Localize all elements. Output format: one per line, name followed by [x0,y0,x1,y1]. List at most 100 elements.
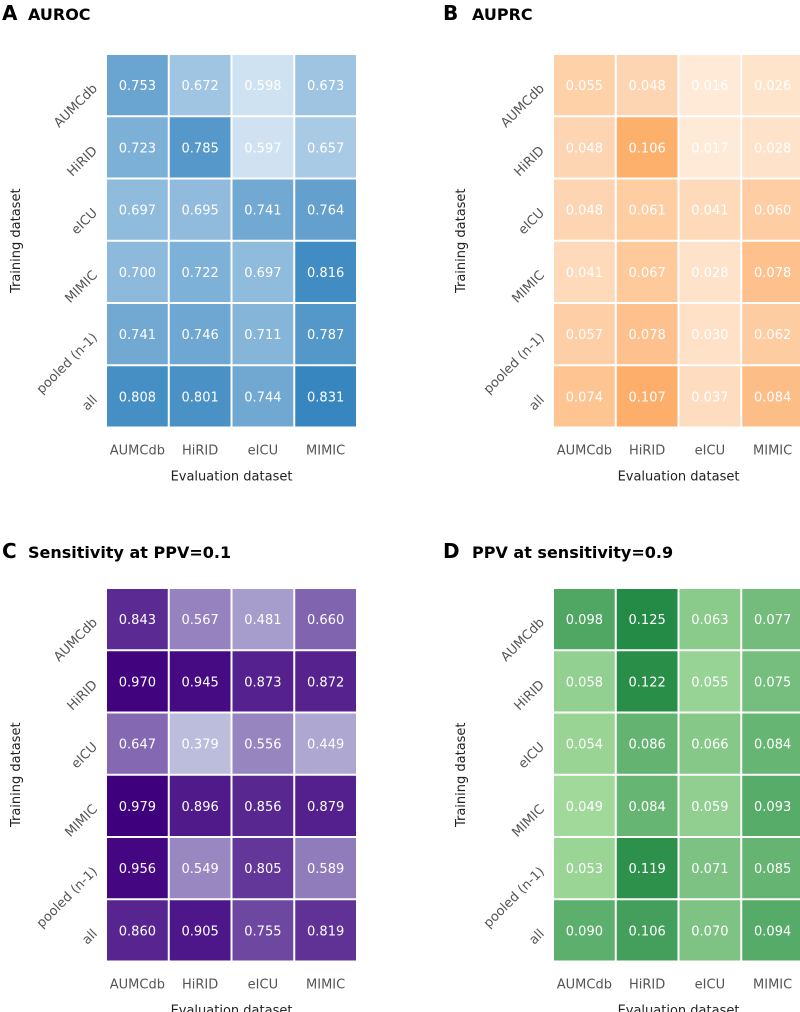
heatmap-cell [232,838,294,899]
cell-value-label: 0.549 [182,862,219,877]
cell-value-label: 0.084 [754,390,791,405]
heatmap-cell [679,900,741,961]
cell-value-label: 0.700 [119,266,156,281]
heatmap-cell [554,775,615,836]
y-axis-label: Training dataset [9,722,24,828]
panel-d-title: PPV at sensitivity=0.9 [472,543,673,562]
heatmap-cell [742,838,800,899]
cell-value-label: 0.060 [754,204,791,219]
cell-value-label: 0.379 [182,738,219,753]
heatmap-cell [107,55,168,116]
x-tick-label: MIMIC [306,444,345,459]
y-axis-label: Training dataset [9,188,24,294]
x-axis-label: Evaluation dataset [618,470,740,485]
heatmap-cell [554,304,615,365]
heatmap-cell [232,589,294,650]
x-axis-label: Evaluation dataset [618,1004,740,1012]
cell-value-label: 0.125 [629,613,666,628]
cell-value-label: 0.037 [691,390,728,405]
heatmap-cell [295,117,356,178]
heatmap-cell [554,713,615,774]
cell-value-label: 0.896 [182,800,219,815]
heatmap-cell [295,838,356,899]
heatmap-cell [232,117,294,178]
cell-value-label: 0.808 [119,390,156,405]
cell-value-label: 0.556 [244,738,281,753]
heatmap-cell [554,55,615,116]
cell-value-label: 0.016 [691,79,728,94]
panel-d-letter: D [443,539,460,563]
heatmap-cell [295,55,356,116]
cell-value-label: 0.860 [119,924,156,939]
x-tick-label: MIMIC [753,444,792,459]
panel-b-letter: B [443,1,458,25]
cell-value-label: 0.028 [754,141,791,156]
cell-value-label: 0.066 [691,738,728,753]
cell-value-label: 0.085 [754,862,791,877]
cell-value-label: 0.063 [691,613,728,628]
panel-b-title: AUPRC [472,5,533,24]
heatmap-cell [107,589,168,650]
heatmap-cell [679,651,741,712]
cell-value-label: 0.122 [629,675,666,690]
heatmap-cell [554,117,615,178]
cell-value-label: 0.945 [182,675,219,690]
heatmap-cell [616,651,678,712]
cell-value-label: 0.074 [566,390,603,405]
heatmap-cell [742,589,800,650]
heatmap-cell [679,179,741,240]
cell-value-label: 0.094 [754,924,791,939]
cell-value-label: 0.597 [244,141,281,156]
heatmap-cell [295,713,356,774]
x-tick-label: MIMIC [306,978,345,993]
heatmap-cell [232,55,294,116]
heatmap-cell [742,713,800,774]
heatmap-cell [232,304,294,365]
heatmap-cell [295,304,356,365]
heatmap-cell [616,775,678,836]
x-tick-label: AUMCdb [110,444,165,459]
cell-value-label: 0.053 [566,862,603,877]
cell-value-label: 0.805 [244,862,281,877]
heatmap-cell [742,304,800,365]
heatmap-cell [169,55,231,116]
cell-value-label: 0.657 [307,141,344,156]
heatmap-cell [295,179,356,240]
x-tick-label: AUMCdb [110,978,165,993]
cell-value-label: 0.746 [182,328,219,343]
heatmap-cell [107,838,168,899]
heatmap-cell [554,366,615,427]
cell-value-label: 0.048 [566,204,603,219]
cell-value-label: 0.956 [119,862,156,877]
cell-value-label: 0.048 [566,141,603,156]
cell-value-label: 0.755 [244,924,281,939]
cell-value-label: 0.481 [244,613,281,628]
heatmap-cell [554,651,615,712]
cell-value-label: 0.028 [691,266,728,281]
heatmap-cell [107,900,168,961]
x-tick-label: HiRID [629,978,665,993]
cell-value-label: 0.107 [629,390,666,405]
cell-value-label: 0.061 [629,204,666,219]
cell-value-label: 0.055 [691,675,728,690]
y-axis-label: Training dataset [454,722,469,828]
heatmap-cell [232,713,294,774]
heatmap-cell [742,775,800,836]
heatmap-cell [169,304,231,365]
heatmap-cell [232,366,294,427]
cell-value-label: 0.711 [244,328,281,343]
cell-value-label: 0.905 [182,924,219,939]
heatmap-cell [616,179,678,240]
heatmap-cell [616,117,678,178]
cell-value-label: 0.816 [307,266,344,281]
x-tick-label: AUMCdb [557,444,612,459]
heatmap-cell [679,241,741,302]
cell-value-label: 0.106 [629,924,666,939]
heatmap-cell [616,838,678,899]
cell-value-label: 0.055 [566,79,603,94]
cell-value-label: 0.741 [119,328,156,343]
heatmap-cell [169,589,231,650]
cell-value-label: 0.071 [691,862,728,877]
cell-value-label: 0.059 [691,800,728,815]
heatmap-cell [554,241,615,302]
